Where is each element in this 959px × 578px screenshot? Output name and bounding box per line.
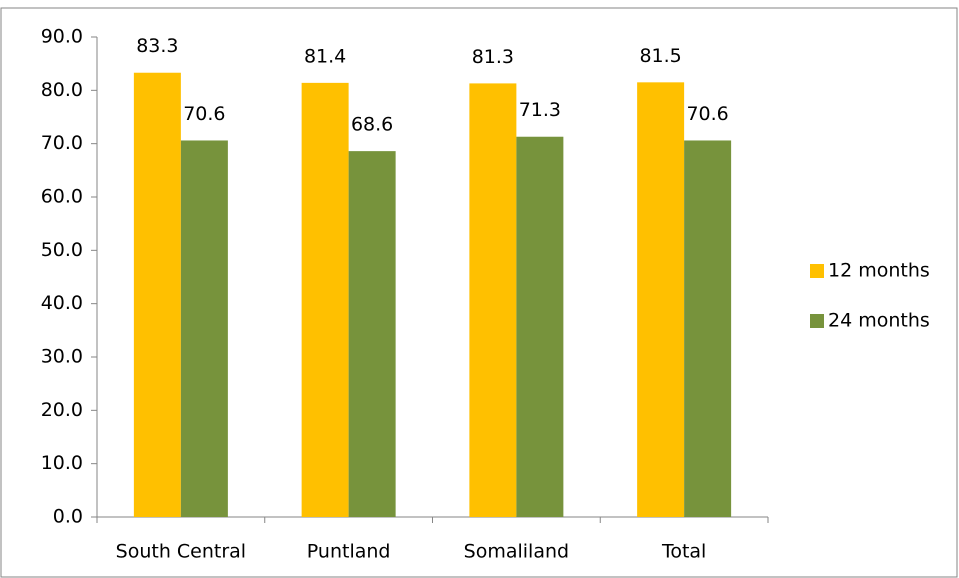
x-tick-label: South Central xyxy=(116,541,246,563)
value-label: 71.3 xyxy=(519,99,561,121)
x-tick-label: Somaliland xyxy=(464,541,569,563)
bar xyxy=(637,82,685,517)
legend-swatch xyxy=(810,314,824,328)
y-tick-label: 90.0 xyxy=(41,26,83,48)
bar xyxy=(516,136,564,517)
y-tick-label: 80.0 xyxy=(41,79,83,101)
bar xyxy=(469,83,517,518)
value-label: 81.4 xyxy=(304,45,346,67)
legend-label: 12 months xyxy=(828,260,930,282)
y-tick-label: 70.0 xyxy=(41,132,83,154)
value-label: 81.5 xyxy=(639,45,681,67)
bar xyxy=(180,140,228,517)
value-label: 70.6 xyxy=(183,103,225,125)
y-tick-label: 0.0 xyxy=(53,506,83,528)
x-tick-label: Puntland xyxy=(307,541,391,563)
bar xyxy=(133,72,181,517)
y-tick-label: 50.0 xyxy=(41,239,83,261)
bar xyxy=(348,151,396,517)
value-label: 83.3 xyxy=(136,35,178,57)
value-label: 68.6 xyxy=(351,114,393,136)
value-label: 81.3 xyxy=(472,46,514,68)
y-tick-label: 40.0 xyxy=(41,292,83,314)
legend-swatch xyxy=(810,264,824,278)
legend-label: 24 months xyxy=(828,310,930,332)
y-tick-label: 20.0 xyxy=(41,399,83,421)
bar xyxy=(684,140,732,517)
bar xyxy=(301,82,349,517)
y-tick-label: 60.0 xyxy=(41,186,83,208)
y-tick-label: 30.0 xyxy=(41,346,83,368)
x-tick-label: Total xyxy=(661,541,706,563)
y-tick-label: 10.0 xyxy=(41,452,83,474)
value-label: 70.6 xyxy=(686,103,728,125)
